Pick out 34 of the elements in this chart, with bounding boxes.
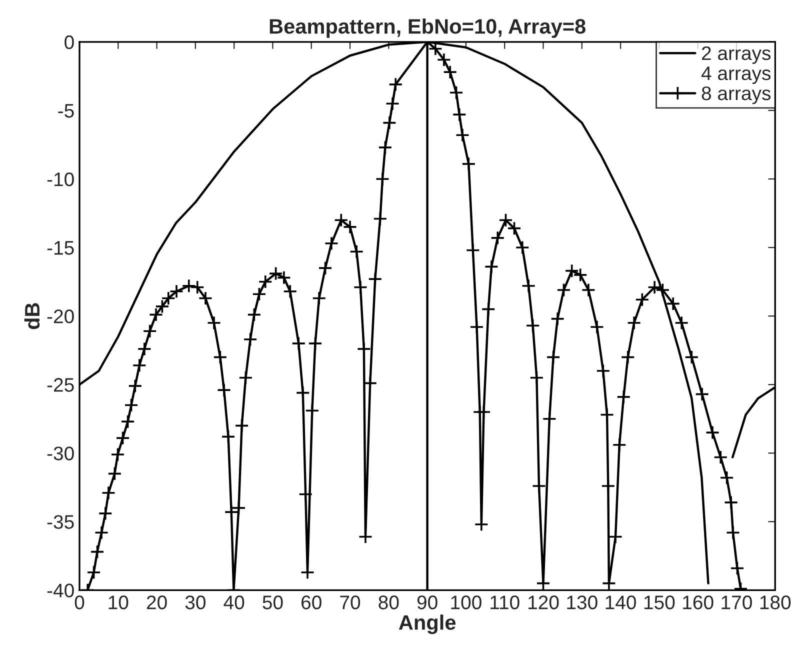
y-tick-label: -25 bbox=[47, 378, 74, 392]
x-tick-label: 170 bbox=[722, 596, 752, 610]
y-tick-label: -10 bbox=[47, 172, 74, 186]
x-tick-label: 140 bbox=[606, 596, 636, 610]
x-tick-label: 130 bbox=[567, 596, 598, 610]
x-tick-label: 100 bbox=[451, 596, 482, 610]
x-tick-label: 110 bbox=[490, 596, 520, 610]
x-tick-label: 90 bbox=[417, 596, 438, 610]
x-tick-label: 120 bbox=[528, 596, 559, 610]
legend-label: 8 arrays bbox=[702, 86, 771, 104]
y-tick-label: -15 bbox=[47, 241, 74, 255]
y-tick-label: -20 bbox=[47, 310, 74, 324]
x-tick-label: 80 bbox=[378, 596, 399, 610]
y-tick-label: -35 bbox=[47, 515, 74, 529]
x-tick-label: 10 bbox=[108, 596, 128, 610]
x-axis-title: Angle bbox=[398, 614, 456, 634]
x-tick-label: 0 bbox=[74, 596, 84, 610]
x-tick-label: 180 bbox=[760, 596, 791, 610]
text: 2 arrays bbox=[702, 46, 771, 64]
chart-title: Beampattern, EbNo=10, Array=8 bbox=[270, 18, 586, 38]
x-tick-label: 50 bbox=[262, 596, 283, 610]
x-tick-label: 60 bbox=[302, 596, 322, 610]
x-tick-label: 160 bbox=[683, 596, 714, 610]
x-tick-label: 40 bbox=[224, 596, 244, 610]
y-tick-label: -5 bbox=[58, 104, 74, 118]
y-tick-label: 0 bbox=[64, 35, 74, 50]
y-axis-title: dB bbox=[24, 303, 40, 330]
y-tick-label: -40 bbox=[47, 584, 74, 598]
y-tick-label: -30 bbox=[47, 446, 74, 460]
x-tick-label: 20 bbox=[146, 596, 167, 610]
x-tick-label: 30 bbox=[185, 596, 206, 610]
text: 4 arrays bbox=[701, 66, 771, 84]
x-tick-label: 150 bbox=[644, 596, 675, 610]
x-tick-label: 70 bbox=[340, 596, 360, 610]
